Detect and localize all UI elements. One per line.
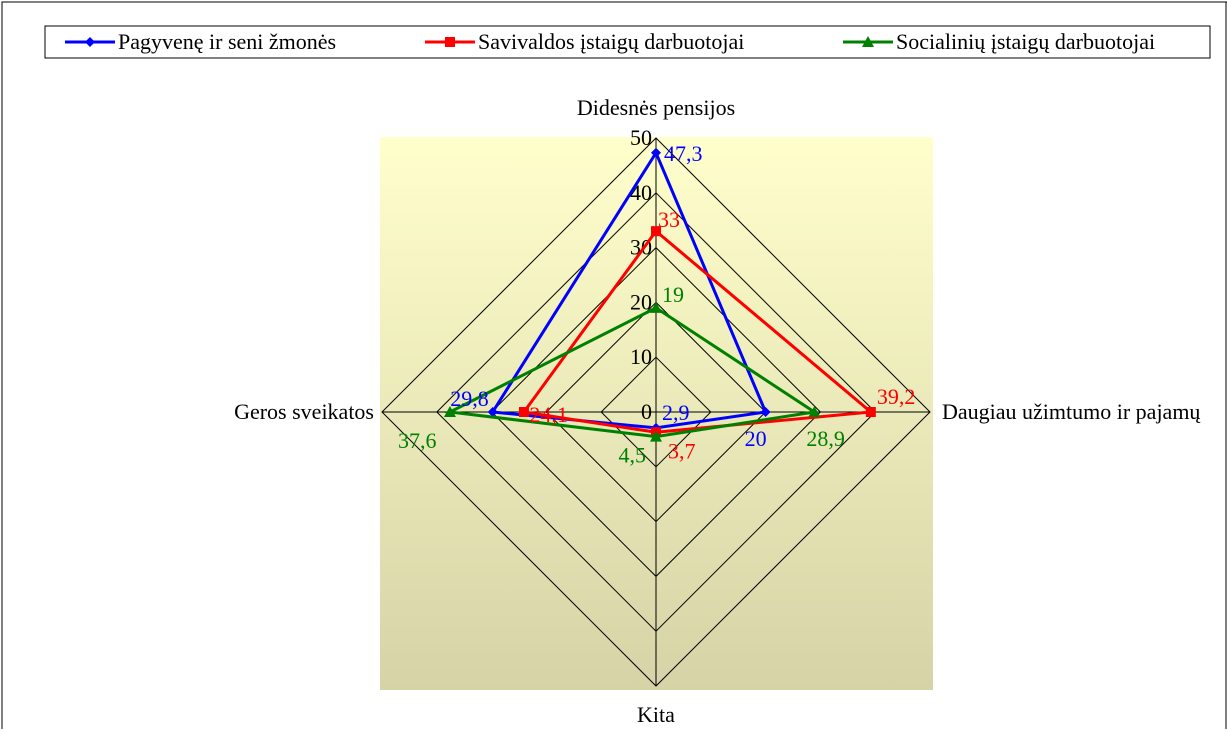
data-point-marker (651, 226, 661, 237)
data-point-marker (487, 407, 498, 417)
data-point-marker (760, 407, 771, 417)
data-point-marker (862, 36, 874, 47)
axis-label: Kita (637, 702, 675, 727)
data-label: 39,2 (877, 384, 916, 409)
data-point-marker (650, 301, 662, 313)
radial-tick-label: 0 (641, 399, 652, 424)
data-point-marker (443, 406, 456, 417)
data-label: 4,5 (619, 443, 647, 468)
data-label: 28,9 (806, 426, 845, 451)
labels-layer: 47,3 20 2,9 29,8 33 39,2 3,7 24,1 19 28,9 4,5 37,6 (398, 141, 915, 468)
data-label: 3,7 (668, 438, 696, 463)
data-label: 29,8 (450, 386, 489, 411)
data-point-marker (85, 37, 95, 47)
axis-label: Geros sveikatos (234, 399, 374, 424)
axis-label: Daugiau užimtumo ir pajamų (942, 399, 1201, 424)
radial-tick-label: 40 (630, 180, 652, 205)
data-point-marker (651, 147, 661, 158)
radial-tick-label: 20 (630, 289, 652, 314)
data-label: 2,9 (662, 400, 690, 425)
data-label: 33 (658, 207, 680, 232)
data-point-marker (650, 430, 662, 442)
legend: Pagyvenę ir seni žmonės Savivaldos įstaig… (65, 29, 1155, 54)
data-point-marker (865, 407, 876, 417)
data-point-marker (518, 407, 529, 417)
radial-tick-label: 50 (630, 125, 652, 150)
legend-entry: Socialinių įstaigų darbuotojai (896, 29, 1155, 54)
data-label: 24,1 (529, 402, 568, 427)
data-label: 47,3 (664, 141, 703, 166)
series-layer (443, 147, 876, 442)
data-label: 19 (662, 282, 684, 307)
legend-box (44, 25, 1211, 59)
data-point-marker (445, 37, 455, 47)
data-label: 37,6 (398, 428, 437, 453)
data-label: 20 (745, 426, 767, 451)
radar-grid: 0 10 20 30 40 50 Didesnės pensijos Daugiau užim… (234, 95, 1201, 727)
axis-label: Didesnės pensijos (577, 95, 735, 120)
legend-entry: Savivaldos įstaigų darbuotojai (478, 29, 744, 54)
radial-tick-label: 10 (630, 344, 652, 369)
data-point-marker (808, 406, 821, 417)
legend-entry: Pagyvenę ir seni žmonės (118, 29, 336, 54)
radial-tick-label: 30 (630, 235, 652, 260)
